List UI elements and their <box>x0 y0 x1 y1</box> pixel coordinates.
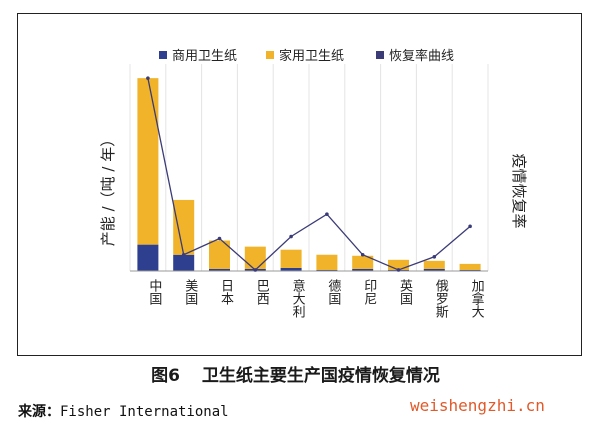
x-tick-label-1: 美国 <box>182 279 198 305</box>
site-watermark: weishengzhi.cn <box>410 396 545 415</box>
bar-commercial-2 <box>209 268 230 271</box>
bar-commercial-5 <box>316 269 338 271</box>
recovery-point-3 <box>253 268 258 272</box>
bar-commercial-1 <box>173 254 195 271</box>
x-tick-label-4: 意大利 <box>290 278 306 318</box>
x-tick-label-8: 俄罗斯 <box>433 279 449 319</box>
x-tick-label-7: 英国 <box>397 279 413 305</box>
x-tick-label-3: 巴西 <box>254 279 269 305</box>
bar-household-4 <box>280 249 302 268</box>
recovery-point-7 <box>396 268 401 272</box>
source-value: Fisher International <box>60 404 229 420</box>
bar-commercial-4 <box>280 267 302 271</box>
bar-household-6 <box>352 255 374 269</box>
recovery-point-4 <box>289 234 293 239</box>
source-label: 来源： <box>18 404 60 420</box>
bar-household-5 <box>316 254 338 270</box>
y-axis-label: 产能 /（吨 / 年） <box>99 132 117 246</box>
x-tick-label-5: 德国 <box>325 279 341 305</box>
bar-household-8 <box>423 260 445 269</box>
chart-grid <box>129 64 489 271</box>
chart-bars <box>137 78 481 271</box>
bar-commercial-6 <box>352 268 374 271</box>
chart-frame: 中国 美国 日本 巴西 意大利 德国 印尼 英国 俄罗斯 加拿大 商用卫生纸 家用卫生纸 恢复率曲线 … <box>17 13 582 356</box>
source-line: 来源：Fisher International <box>18 401 229 421</box>
recovery-line-layer <box>146 76 472 272</box>
recovery-point-6 <box>360 252 365 257</box>
x-tick-label-2: 日本 <box>218 279 234 305</box>
recovery-point-8 <box>432 254 437 259</box>
x-tick-label-0: 中国 <box>146 279 161 305</box>
figure-caption: 图6 卫生纸主要生产国疫情恢复情况 <box>0 361 591 386</box>
legend: 商用卫生纸 家用卫生纸 恢复率曲线 <box>159 48 454 64</box>
bar-household-0 <box>137 78 159 245</box>
recovery-point-0 <box>146 76 150 80</box>
bar-commercial-9 <box>459 269 481 271</box>
y-axis-right-label: 疫情恢复率 <box>510 153 528 228</box>
recovery-point-1 <box>181 252 186 257</box>
bar-household-2 <box>209 240 230 269</box>
bar-household-7 <box>388 259 409 270</box>
legend-label-0: 商用卫生纸 <box>172 49 237 64</box>
bar-commercial-0 <box>137 244 159 271</box>
bar-household-3 <box>244 246 266 269</box>
legend-label-2: 恢复率曲线 <box>389 48 454 64</box>
x-tick-label-9: 加拿大 <box>469 279 485 318</box>
bar-commercial-8 <box>423 268 445 271</box>
recovery-point-5 <box>325 212 329 216</box>
legend-label-1: 家用卫生纸 <box>279 48 344 64</box>
legend-marker-0 <box>159 51 167 59</box>
legend-marker-1 <box>266 51 274 59</box>
recovery-chart: 中国 美国 日本 巴西 意大利 德国 印尼 英国 俄罗斯 加拿大 商用卫生纸 家用卫生纸 恢复率曲线 … <box>99 48 528 319</box>
legend-marker-2 <box>376 51 384 59</box>
x-tick-labels: 中国 美国 日本 巴西 意大利 德国 印尼 英国 俄罗斯 加拿大 <box>146 278 484 319</box>
bar-household-1 <box>173 199 195 255</box>
recovery-rate-line <box>147 78 471 271</box>
bar-household-9 <box>459 263 481 270</box>
figure-title: 卫生纸主要生产国疫情恢复情况 <box>201 366 440 386</box>
x-tick-label-6: 印尼 <box>361 279 377 305</box>
figure-number: 图6 <box>151 366 180 386</box>
recovery-point-9 <box>468 224 472 229</box>
recovery-point-2 <box>217 236 222 241</box>
